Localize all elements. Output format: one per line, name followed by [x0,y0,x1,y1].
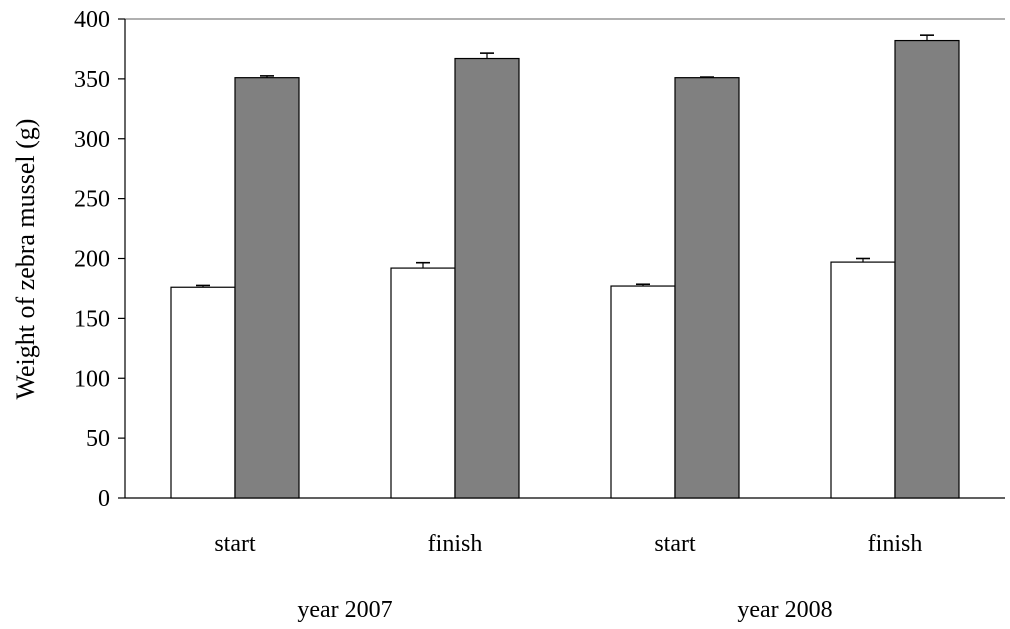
x-tick-label: start [214,531,256,557]
bar-series-1 [390,267,456,499]
y-tick-label: 350 [74,67,110,93]
y-axis-title: Weight of zebra mussel (g) [11,119,40,400]
bar-series-2 [894,39,960,499]
y-tick-label: 400 [74,7,110,33]
x-tick-label: finish [868,531,923,557]
y-axis: 0 50 100 150 200 250 300 350 400 [74,7,125,512]
y-tick-label: 0 [98,486,110,512]
y-tick-label: 300 [74,127,110,153]
bar-series-2 [674,77,740,499]
x-tick-label: start [654,531,696,557]
x-tick-label: finish [428,531,483,557]
bar-series-2 [454,57,520,499]
y-tick-label: 150 [74,306,110,332]
y-tick-label: 250 [74,187,110,213]
y-tick-label: 200 [74,247,110,273]
x-axis: start finish start finish year 2007 year 2008 [214,531,922,623]
bar-series-1 [610,285,676,499]
bar-series-1 [170,286,236,499]
y-tick-label: 50 [86,426,110,452]
y-tick-label: 100 [74,366,110,392]
bar-series-1 [830,261,896,499]
bar-series-2 [234,77,300,499]
error-bars [196,34,934,288]
x-group-label: year 2008 [737,597,832,623]
bars [170,39,960,499]
x-group-label: year 2007 [297,597,392,623]
